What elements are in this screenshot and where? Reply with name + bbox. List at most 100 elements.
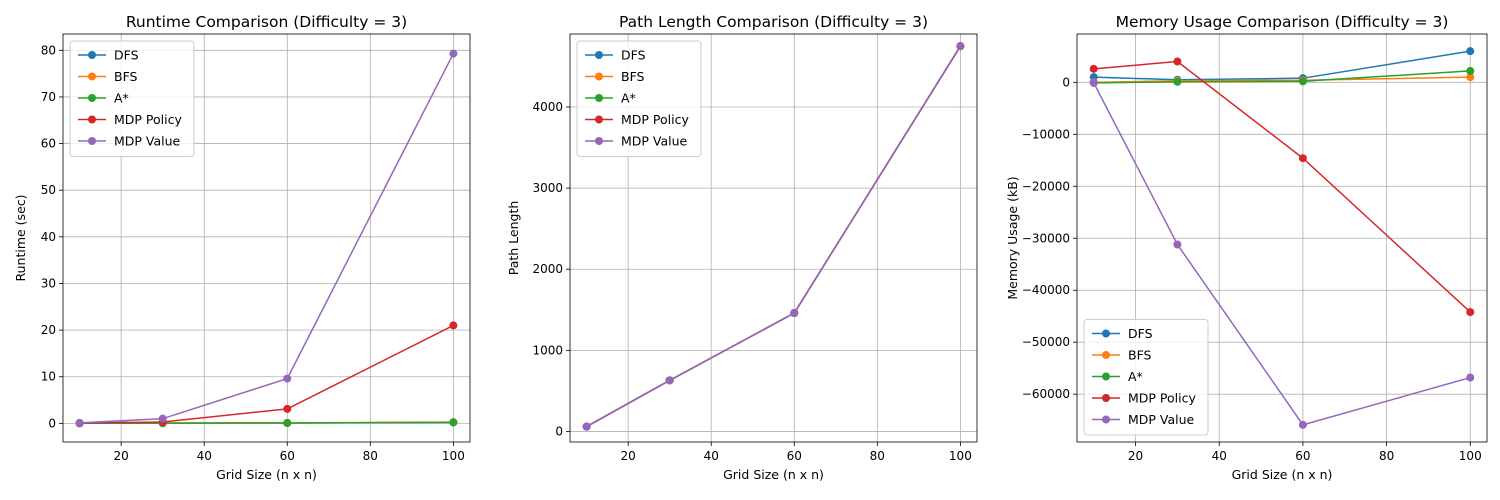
legend-label: DFS bbox=[621, 48, 646, 63]
y-tick-label: 80 bbox=[41, 43, 56, 57]
series-line-mdp-policy bbox=[79, 324, 454, 424]
legend: DFS BFS A* MDP Policy MDP Value bbox=[576, 40, 702, 157]
legend-label: DFS bbox=[1128, 326, 1153, 341]
axes-frame bbox=[1076, 33, 1488, 443]
legend-label: MDP Value bbox=[1128, 412, 1195, 427]
y-tick-label: −20000 bbox=[1022, 179, 1070, 193]
data-point bbox=[158, 414, 167, 423]
legend-label: DFS bbox=[114, 48, 139, 63]
legend-marker bbox=[595, 137, 603, 145]
legend-marker bbox=[595, 94, 603, 102]
y-tick-label: −50000 bbox=[1022, 335, 1070, 349]
y-tick-label: 0 bbox=[555, 424, 563, 438]
x-tick-label: 80 bbox=[870, 449, 885, 463]
legend-marker bbox=[1102, 415, 1110, 424]
legend-label: A* bbox=[1128, 369, 1143, 384]
legend-label: MDP Value bbox=[114, 134, 181, 149]
y-tick-label: −30000 bbox=[1022, 231, 1070, 245]
y-tick-label: 3000 bbox=[532, 181, 563, 195]
data-point bbox=[283, 419, 292, 428]
series-line-mdp-value bbox=[79, 53, 455, 424]
legend-box bbox=[576, 40, 702, 157]
data-point bbox=[449, 49, 458, 58]
y-tick-label: −60000 bbox=[1022, 387, 1070, 401]
data-point bbox=[449, 418, 458, 427]
data-point bbox=[1298, 420, 1307, 429]
axes-frame bbox=[62, 33, 471, 443]
legend-marker bbox=[88, 51, 96, 59]
y-tick-label: 10 bbox=[41, 370, 56, 384]
legend-marker bbox=[1102, 351, 1110, 359]
y-axis-label: Runtime (sec) bbox=[13, 194, 28, 281]
legend-box bbox=[1083, 319, 1209, 436]
chart-panel-1: 20 40 60 80 100 0 10 20 30 40 50 60 70 80 Runtime Comp… bbox=[13, 13, 471, 482]
y-tick-label: 50 bbox=[41, 183, 56, 197]
legend: DFS BFS A* MDP Policy MDP Value bbox=[69, 40, 195, 157]
y-tick-label: −40000 bbox=[1022, 283, 1070, 297]
series-line-a- bbox=[1093, 70, 1471, 84]
y-tick-label: 70 bbox=[41, 90, 56, 104]
data-point bbox=[283, 374, 292, 383]
x-tick-label: 80 bbox=[363, 449, 378, 463]
y-axis-label: Memory Usage (kB) bbox=[1005, 176, 1020, 299]
legend-label: BFS bbox=[114, 69, 138, 84]
x-tick-label: 60 bbox=[280, 449, 295, 463]
chart-title: Memory Usage Comparison (Difficulty = 3) bbox=[1116, 13, 1449, 31]
x-tick-label: 100 bbox=[1459, 449, 1482, 463]
legend-label: A* bbox=[621, 91, 636, 106]
legend-marker bbox=[88, 94, 96, 102]
data-point bbox=[1466, 373, 1475, 382]
x-tick-label: 100 bbox=[949, 449, 972, 463]
legend-label: BFS bbox=[1128, 348, 1152, 363]
data-point bbox=[1298, 154, 1307, 163]
y-tick-label: 0 bbox=[48, 416, 56, 430]
legend-label: BFS bbox=[621, 69, 645, 84]
legend-label: MDP Policy bbox=[114, 112, 182, 127]
data-point bbox=[1466, 73, 1475, 82]
x-tick-label: 40 bbox=[197, 449, 212, 463]
data-point bbox=[1173, 77, 1182, 86]
chart-title: Runtime Comparison (Difficulty = 3) bbox=[126, 13, 407, 31]
series-line-mdp-value bbox=[1093, 82, 1471, 426]
legend-marker bbox=[595, 115, 603, 124]
x-tick-label: 20 bbox=[1128, 449, 1143, 463]
series-line-mdp-policy bbox=[1093, 60, 1471, 313]
x-tick-label: 60 bbox=[1295, 449, 1310, 463]
y-tick-label: 1000 bbox=[532, 343, 563, 357]
data-point bbox=[956, 42, 965, 51]
y-axis-label: Path Length bbox=[506, 201, 521, 276]
x-tick-label: 40 bbox=[1212, 449, 1227, 463]
y-tick-label: 2000 bbox=[532, 262, 563, 276]
axes-frame bbox=[569, 33, 978, 443]
legend-marker bbox=[595, 51, 603, 59]
chart-title: Path Length Comparison (Difficulty = 3) bbox=[619, 13, 928, 31]
data-point bbox=[1466, 47, 1475, 56]
data-point bbox=[1173, 240, 1182, 249]
legend-box bbox=[69, 40, 195, 157]
legend-label: A* bbox=[114, 91, 129, 106]
y-tick-label: 0 bbox=[1062, 75, 1070, 89]
data-point bbox=[1466, 66, 1475, 75]
data-point bbox=[1173, 57, 1182, 66]
legend-marker bbox=[88, 115, 96, 124]
x-tick-label: 100 bbox=[442, 449, 465, 463]
series-line-bfs bbox=[1093, 76, 1471, 84]
data-point bbox=[1466, 308, 1475, 317]
legend-label: MDP Policy bbox=[1128, 391, 1196, 406]
x-tick-label: 40 bbox=[704, 449, 719, 463]
series-line-mdp-value bbox=[586, 45, 962, 428]
data-point bbox=[283, 404, 292, 413]
data-point bbox=[790, 309, 799, 318]
series-line-dfs bbox=[1093, 50, 1471, 81]
x-tick-label: 60 bbox=[787, 449, 802, 463]
legend-marker bbox=[88, 72, 96, 81]
x-tick-label: 20 bbox=[114, 449, 129, 463]
data-point bbox=[582, 422, 591, 431]
x-axis-label: Grid Size (n x n) bbox=[1232, 467, 1333, 482]
legend-marker bbox=[595, 72, 603, 81]
legend-marker bbox=[1102, 394, 1110, 402]
x-axis-label: Grid Size (n x n) bbox=[723, 467, 824, 482]
legend-label: MDP Policy bbox=[621, 112, 689, 127]
